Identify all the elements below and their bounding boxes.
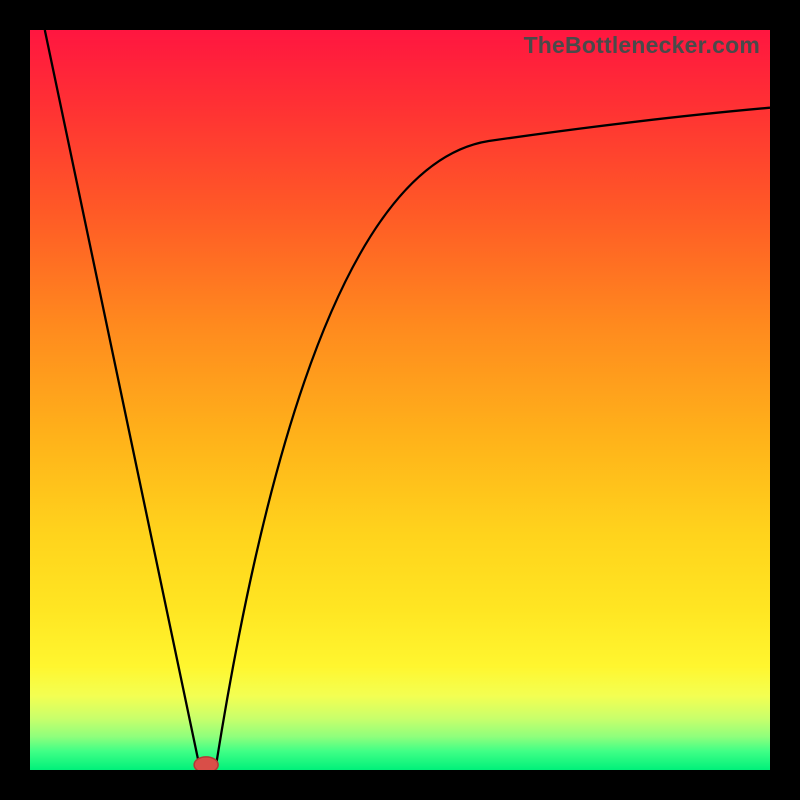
watermark-text: TheBottlenecker.com <box>524 32 760 59</box>
bottleneck-curve <box>30 30 770 770</box>
curve-path <box>45 30 770 765</box>
optimum-marker <box>194 757 218 770</box>
plot-area: TheBottlenecker.com <box>30 30 770 770</box>
chart-frame: TheBottlenecker.com <box>0 0 800 800</box>
